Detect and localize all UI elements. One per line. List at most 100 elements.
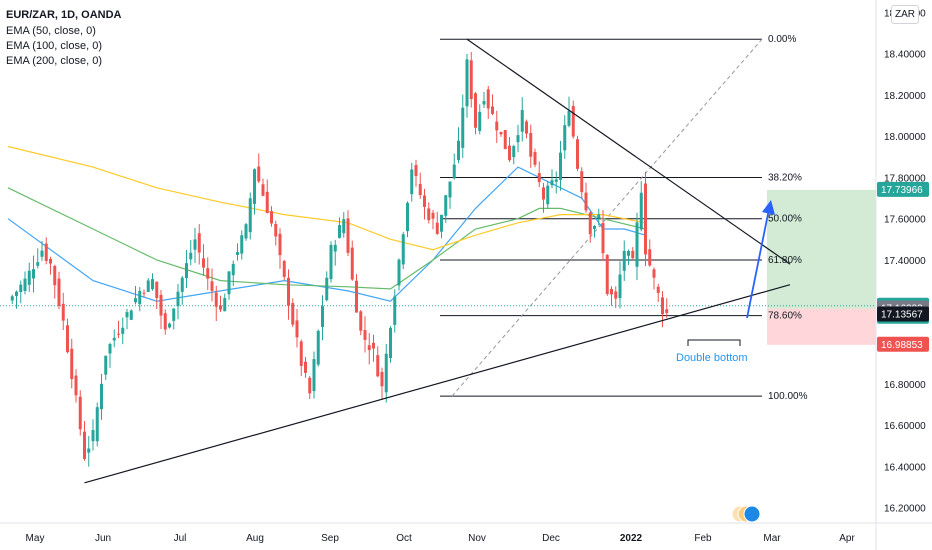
target-zone [767, 189, 876, 309]
candle-body [610, 288, 613, 295]
candle-body [189, 252, 193, 260]
candle-body [333, 244, 337, 252]
candle-body [495, 121, 499, 131]
x-tick-label-3: Aug [246, 533, 264, 544]
fib-label-5: 100.00% [768, 391, 808, 402]
candle-body [508, 145, 511, 161]
candle-body [342, 219, 346, 234]
symbol-label: EUR/ZAR, 1D, OANDA [6, 9, 122, 21]
candle-body [644, 183, 647, 255]
candle-body [53, 265, 57, 286]
candle-body [138, 290, 142, 305]
candle-body [23, 278, 27, 292]
candle-body [567, 110, 571, 126]
candle-body [652, 269, 656, 278]
x-tick-label-5: Oct [396, 533, 412, 544]
candle-body [448, 181, 452, 198]
candle-body [440, 214, 443, 232]
candle-body [482, 101, 486, 105]
candle-body [635, 222, 639, 267]
candle-body [452, 164, 456, 179]
candle-body [520, 109, 524, 132]
candle-body [316, 330, 320, 365]
candle-body [44, 243, 48, 261]
candle-body [393, 296, 397, 325]
candle-body [274, 223, 278, 237]
events-icon [731, 505, 761, 523]
candle-body [27, 270, 31, 285]
candle-body [384, 353, 388, 393]
candle-body [584, 192, 588, 211]
x-tick-label-1: Jun [95, 533, 111, 544]
y-tick-label-4: 17.80000 [884, 173, 926, 184]
candle-body [125, 312, 129, 318]
candle-body [287, 277, 290, 306]
candle-body [461, 107, 465, 148]
candle-body [431, 212, 435, 219]
candle-body [261, 184, 265, 196]
candle-body [270, 211, 273, 224]
candle-body [414, 164, 418, 177]
candle-body [537, 173, 541, 183]
candle-body [563, 125, 567, 151]
candle-body [57, 278, 61, 306]
candle-body [295, 320, 299, 338]
candle-body [32, 269, 35, 279]
candle-body [244, 224, 248, 239]
candle-body [503, 130, 507, 150]
candle-body [546, 185, 550, 205]
candle-body [550, 180, 554, 186]
candle-body [486, 89, 490, 109]
candle-body [168, 323, 171, 328]
candle-body [665, 309, 669, 313]
projection-arrowhead [762, 200, 775, 215]
candle-body [525, 121, 528, 134]
candle-body [474, 93, 477, 128]
ema100-legend: EMA (100, close, 0) [6, 40, 102, 52]
ema-line-1 [7, 187, 646, 290]
candle-body [91, 430, 95, 442]
candle-body [219, 305, 222, 310]
candle-body [265, 191, 269, 214]
fib-label-2: 50.00% [768, 214, 802, 225]
x-tick-label-11: Apr [839, 533, 855, 544]
candle-body [529, 132, 533, 157]
candle-body [282, 261, 286, 277]
candle-body [95, 407, 99, 442]
candle-body [401, 234, 405, 265]
price-tag-value-2: 17.13567 [881, 309, 923, 320]
y-tick-label-5: 17.60000 [884, 215, 926, 226]
candle-body [435, 222, 439, 234]
y-tick-label-10: 16.60000 [884, 421, 926, 432]
candle-body [231, 263, 235, 276]
candle-body [516, 135, 520, 143]
candle-body [172, 308, 176, 321]
candle-body [236, 252, 239, 255]
candle-body [350, 247, 354, 280]
candle-body [159, 294, 163, 316]
candle-body [355, 280, 358, 313]
currency-button[interactable]: ZAR [891, 5, 919, 24]
price-tag-4 [877, 181, 929, 197]
candle-body [338, 225, 341, 238]
price-tag-value-3: 16.98853 [881, 340, 923, 351]
candle-body [571, 105, 575, 137]
y-tick-label-2: 18.20000 [884, 91, 926, 102]
candle-body [533, 151, 537, 165]
x-tick-label-9: Feb [694, 533, 712, 544]
candle-body [257, 166, 261, 182]
candle-body [49, 258, 52, 264]
y-tick-label-11: 16.40000 [884, 462, 926, 473]
events-icon-part[interactable] [743, 505, 761, 523]
candle-body [380, 371, 384, 387]
candle-body [227, 271, 231, 295]
candle-body [321, 306, 324, 327]
candle-body [66, 325, 69, 353]
candle-body [202, 258, 205, 268]
candle-body [36, 262, 40, 266]
candle-body [299, 341, 303, 366]
candle-body [499, 131, 503, 135]
candle-body [465, 59, 469, 107]
